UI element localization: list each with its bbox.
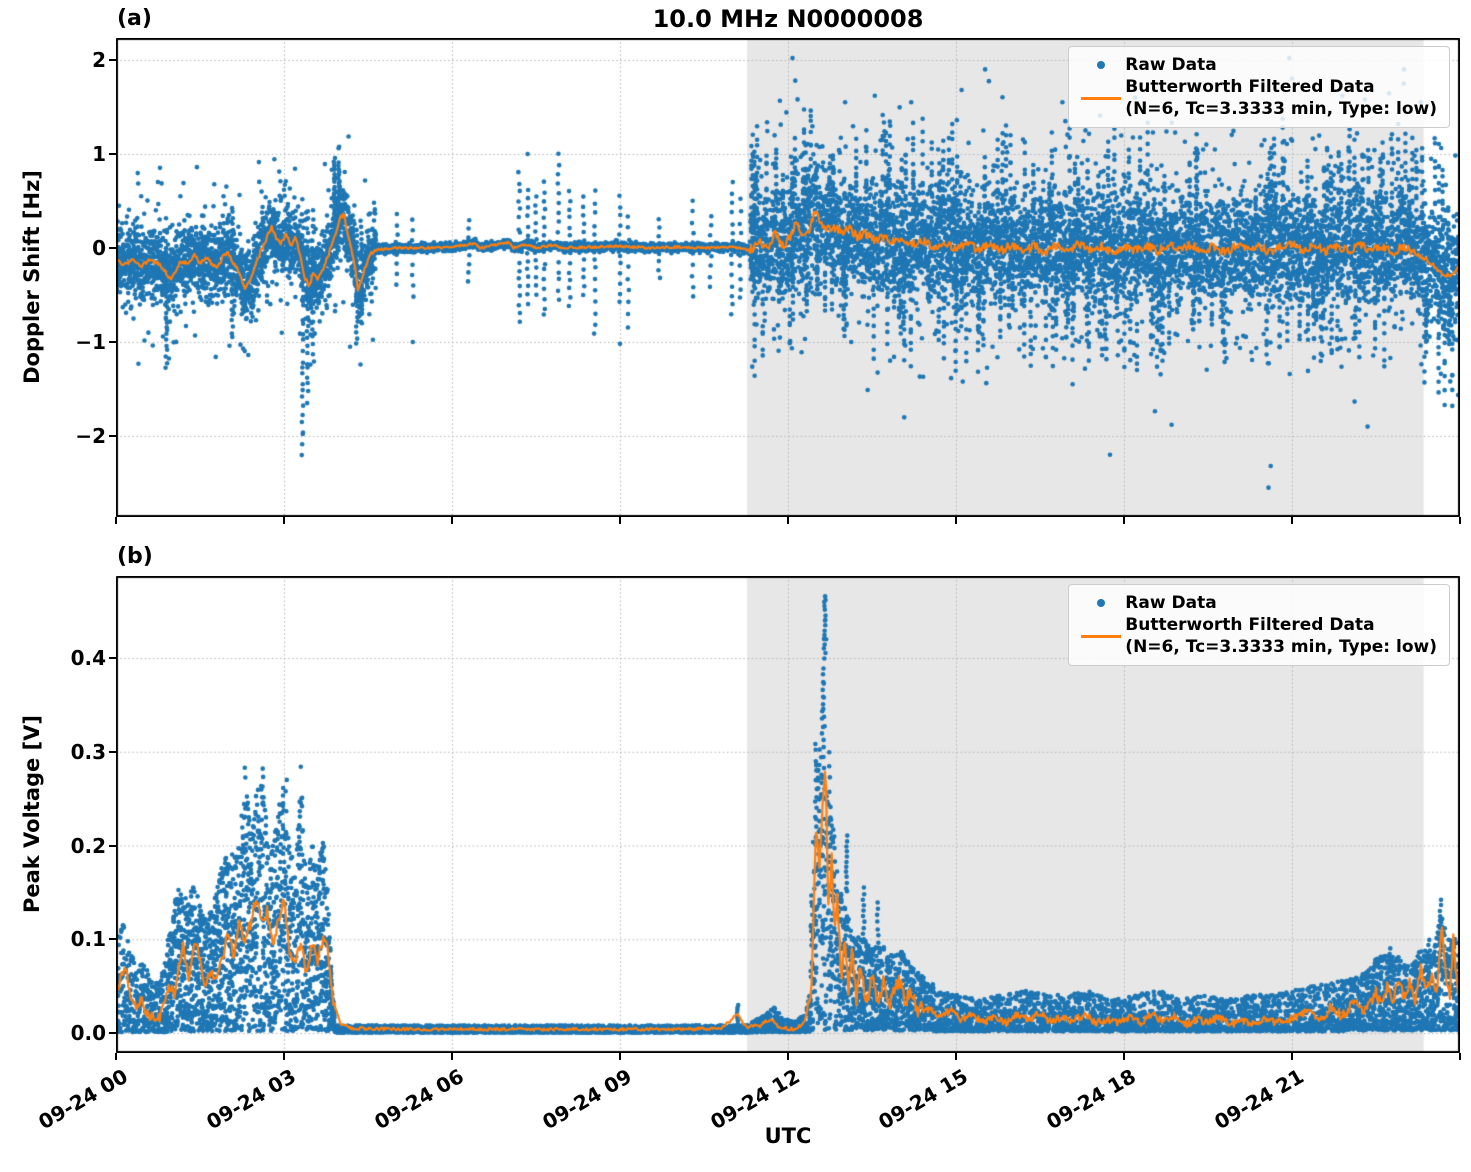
filtered-line-marker-icon [1077,634,1125,638]
x-tick-mark [1459,1053,1461,1060]
y-tick-mark [109,750,116,753]
legend-row-raw: Raw Data [1077,54,1437,76]
y-tick-mark [109,58,116,61]
y-tick-label: 0.0 [70,1021,106,1046]
legend-voltage: Raw Data Butterworth Filtered Data (N=6,… [1068,584,1450,667]
x-tick-mark [1123,517,1125,524]
x-tick-mark [1291,517,1293,524]
y-tick-mark [109,152,116,155]
x-tick-mark [1459,517,1461,524]
raw-data-marker-icon [1077,599,1125,608]
x-tick-mark [619,517,621,524]
panel-voltage: Raw Data Butterworth Filtered Data (N=6,… [116,576,1460,1053]
y-tick-label: 0.1 [70,927,106,952]
y-tick-mark [109,657,116,660]
panel-doppler: Raw Data Butterworth Filtered Data (N=6,… [116,38,1460,517]
y-tick-label: 2 [92,47,106,72]
panel-b-label: (b) [117,544,153,569]
x-tick-mark [1123,1053,1125,1060]
y-tick-label: 0 [92,235,106,260]
legend-row-filtered: Butterworth Filtered Data (N=6, Tc=3.333… [1077,614,1437,658]
legend-filtered-label-line2: (N=6, Tc=3.3333 min, Type: low) [1125,637,1437,658]
x-axis-label: UTC [764,1124,812,1148]
x-tick-mark [283,517,285,524]
legend-raw-label: Raw Data [1125,55,1217,75]
legend-row-filtered: Butterworth Filtered Data (N=6, Tc=3.333… [1077,76,1437,120]
y-tick-mark [109,1032,116,1035]
x-tick-mark [451,517,453,524]
legend-filtered-label-line1: Butterworth Filtered Data [1125,77,1375,98]
x-tick-mark [115,1053,117,1060]
x-tick-mark [787,517,789,524]
x-tick-mark [283,1053,285,1060]
panel-a-label: (a) [117,6,152,31]
x-tick-mark [115,517,117,524]
y-tick-label: −2 [75,423,106,448]
y-tick-mark [109,246,116,249]
legend-doppler: Raw Data Butterworth Filtered Data (N=6,… [1068,46,1450,129]
x-tick-mark [1291,1053,1293,1060]
filtered-line-marker-icon [1077,96,1125,100]
x-tick-mark [451,1053,453,1060]
y-tick-mark [109,434,116,437]
y-tick-mark [109,938,116,941]
y-tick-mark [109,340,116,343]
legend-filtered-label-line2: (N=6, Tc=3.3333 min, Type: low) [1125,99,1437,120]
raw-data-marker-icon [1077,61,1125,70]
y-tick-label: −1 [75,329,106,354]
x-tick-mark [955,1053,957,1060]
y-tick-label: 0.2 [70,833,106,858]
y-tick-mark [109,844,116,847]
chart-title: 10.0 MHz N0000008 [652,5,924,33]
x-tick-mark [955,517,957,524]
x-tick-mark [619,1053,621,1060]
legend-filtered-label-line1: Butterworth Filtered Data [1125,615,1375,636]
legend-raw-label: Raw Data [1125,593,1217,613]
x-tick-mark [787,1053,789,1060]
y-tick-label: 1 [92,141,106,166]
y-tick-label: 0.3 [70,739,106,764]
legend-row-raw: Raw Data [1077,592,1437,614]
y-tick-label: 0.4 [70,646,106,671]
